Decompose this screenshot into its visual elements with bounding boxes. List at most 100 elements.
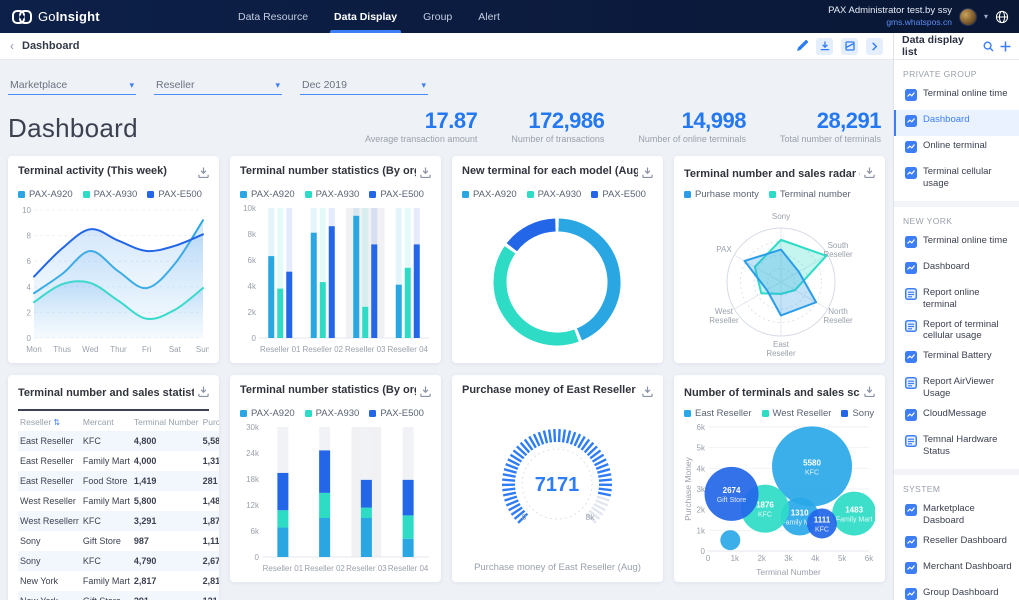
legend-chip: [761, 410, 769, 418]
card-scatter: Number of terminals and sales scatter ch…: [674, 375, 885, 583]
table-cell: 1,111 $: [202, 536, 219, 547]
legend-item-pax-a930[interactable]: PAX-A930: [82, 189, 137, 200]
column-header: Purchase Money: [202, 417, 219, 428]
collapse-panel-icon[interactable]: [866, 37, 883, 55]
download-icon[interactable]: [420, 165, 431, 183]
legend-item-pax-e500[interactable]: PAX-E500: [147, 189, 202, 200]
sidebar-item-terminal-online-time[interactable]: Terminal online time: [894, 231, 1019, 257]
fullscreen-icon[interactable]: [841, 37, 858, 55]
legend-chip: [526, 191, 534, 199]
legend-item-pax-e500[interactable]: PAX-E500: [369, 189, 424, 200]
legend-item-west-reseller[interactable]: West Reseller: [761, 408, 831, 419]
svg-text:Family Mart: Family Mart: [836, 517, 873, 524]
table-row[interactable]: Sony Gift Store 987 1,111 $: [18, 531, 219, 551]
table-cell: East Reseller: [18, 471, 81, 492]
edit-pencil-icon[interactable]: [796, 40, 808, 52]
sidebar-item-label: Group Dashboard: [923, 586, 999, 598]
sidebar-item-label: Terminal cellular usage: [923, 166, 992, 189]
nav-item-group[interactable]: Group: [423, 10, 453, 23]
legend-item-terminal-number[interactable]: Terminal number: [768, 189, 851, 200]
globe-icon[interactable]: [995, 10, 1009, 24]
svg-text:Sun: Sun: [196, 345, 209, 354]
gauge-chart[interactable]: 7171 0 8k: [462, 408, 653, 553]
legend-item-pax-a930[interactable]: PAX-A930: [304, 189, 359, 200]
svg-text:KFC: KFC: [758, 512, 772, 519]
add-icon[interactable]: [1000, 41, 1011, 52]
kpi-3: 28,291 Total number of terminals: [780, 109, 882, 144]
sidebar-item-temnal-hardware-status[interactable]: Temnal Hardware Status: [894, 430, 1019, 462]
legend-item-pax-a930[interactable]: PAX-A930: [304, 408, 359, 419]
sidebar-item-report-airviewer-usage[interactable]: Report AirViewer Usage: [894, 372, 1019, 404]
sidebar-item-dashboard[interactable]: Dashboard: [894, 257, 1019, 283]
sidebar-item-marketplace-dasboard[interactable]: Marketplace Dasboard: [894, 499, 1019, 531]
donut-chart[interactable]: [462, 202, 653, 358]
back-chevron-icon[interactable]: ‹: [10, 39, 14, 53]
svg-text:1876: 1876: [756, 501, 774, 510]
download-icon[interactable]: [420, 384, 431, 402]
bubble-chart[interactable]: 0 1k 2k 3k 4k 5k 6k 0 1k 2k 3k 4k 5k 6k Terminal Numbe…: [683, 421, 877, 577]
download-icon[interactable]: [198, 165, 209, 183]
svg-text:Fri: Fri: [142, 345, 152, 354]
line-chart[interactable]: 0 2 4 6 8 10 Mon Thus Wed Thur Fri Sat Sun: [18, 202, 210, 358]
avatar[interactable]: [958, 7, 977, 26]
sidebar-item-terminal-online-time[interactable]: Terminal online time: [894, 84, 1019, 110]
table-row[interactable]: New YorkGift Store291121 $: [18, 591, 219, 600]
charts-grid: Terminal activity (This week) PAX-A920 PA…: [8, 156, 885, 600]
download-icon[interactable]: [642, 384, 653, 402]
nav-item-data-resource[interactable]: Data Resource: [238, 10, 309, 23]
legend-item-pax-a920[interactable]: PAX-A920: [462, 189, 517, 200]
sidebar-item-group-dashboard[interactable]: Group Dashboard: [894, 583, 1019, 600]
sidebar-item-merchant-dashboard[interactable]: Merchant Dashboard: [894, 557, 1019, 583]
sidebar-item-report-of-terminal-cellular-usage[interactable]: Report of terminal cellular usage: [894, 315, 1019, 347]
legend-item-pax-e500[interactable]: PAX-E500: [369, 408, 424, 419]
sidebar-item-online-terminal[interactable]: Online terminal: [894, 136, 1019, 162]
sort-icon[interactable]: ⇅: [51, 418, 61, 428]
sidebar-item-cloudmessage[interactable]: CloudMessage: [894, 404, 1019, 430]
legend-item-pax-a920[interactable]: PAX-A920: [18, 189, 73, 200]
chevron-down-icon[interactable]: ▾: [983, 12, 988, 21]
download-icon[interactable]: [864, 165, 875, 183]
column-header[interactable]: Reseller ⇅: [20, 417, 61, 428]
svg-text:2k: 2k: [697, 506, 706, 515]
download-icon[interactable]: [642, 165, 653, 183]
legend-item-purhase-monty[interactable]: Purhase monty: [684, 189, 759, 200]
filter-select-1[interactable]: Reseller ▾: [154, 76, 282, 95]
legend-item-pax-a930[interactable]: PAX-A930: [526, 189, 581, 200]
legend-item-east-reseller[interactable]: East Reseller: [684, 408, 752, 419]
table-cell: 2,817 $: [202, 576, 219, 587]
brand-name: GoInsight: [38, 9, 100, 24]
svg-text:Sat: Sat: [169, 345, 182, 354]
legend-item-pax-e500[interactable]: PAX-E500: [591, 189, 646, 200]
filter-select-0[interactable]: Marketplace ▾: [8, 76, 136, 95]
breadcrumb-bar: ‹ Dashboard: [0, 33, 893, 60]
sidebar-item-report-online-terminal[interactable]: Report online terminal: [894, 283, 1019, 315]
filter-select-2[interactable]: Dec 2019 ▾: [300, 76, 428, 95]
sidebar-item-dashboard[interactable]: Dashboard: [894, 110, 1019, 136]
legend-item-pax-a920[interactable]: PAX-A920: [240, 189, 295, 200]
sidebar-item-reseller-dashboard[interactable]: Reseller Dashboard: [894, 531, 1019, 557]
sidebar-item-terminal-cellular-usage[interactable]: Terminal cellular usage: [894, 162, 1019, 194]
card-stacked-bars: Terminal number statistics (By organizat…: [230, 375, 441, 583]
svg-text:30k: 30k: [246, 423, 260, 432]
search-icon[interactable]: [983, 40, 994, 52]
sidebar-item-terminal-battery[interactable]: Terminal Battery: [894, 346, 1019, 372]
nav-item-data-display[interactable]: Data Display: [330, 0, 402, 33]
radar-chart[interactable]: Sony South Reseller North Reseller East Resell…: [684, 202, 875, 358]
nav-item-alert[interactable]: Alert: [478, 10, 500, 23]
download-icon[interactable]: [816, 37, 833, 55]
sidebar-item-label: Temnal Hardware Status: [923, 434, 998, 457]
legend-item-pax-a920[interactable]: PAX-A920: [240, 408, 295, 419]
legend-item-sony[interactable]: Sony: [841, 408, 874, 419]
download-icon[interactable]: [864, 384, 875, 402]
download-icon[interactable]: [198, 384, 209, 402]
